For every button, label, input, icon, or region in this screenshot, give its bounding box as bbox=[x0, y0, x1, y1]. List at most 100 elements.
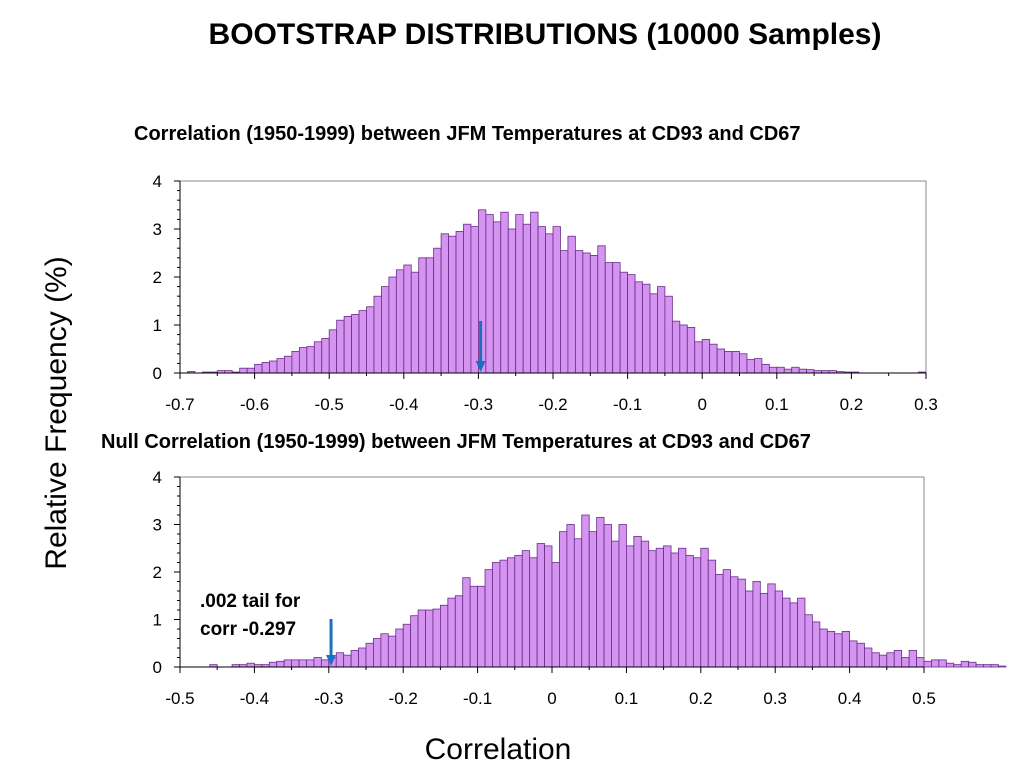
null-bar bbox=[983, 664, 992, 668]
observed-bar bbox=[731, 350, 740, 374]
observed-y-tick-label: 0 bbox=[153, 364, 162, 383]
null-bar bbox=[313, 657, 322, 668]
observed-bar bbox=[515, 214, 524, 374]
observed-bar bbox=[351, 314, 360, 374]
observed-bar bbox=[492, 221, 502, 374]
observed-bar bbox=[373, 295, 382, 374]
null-x-tick-label: 0.1 bbox=[615, 689, 639, 708]
observed-bar bbox=[485, 214, 494, 374]
null-bar bbox=[276, 660, 285, 668]
observed-bar bbox=[507, 228, 517, 374]
observed-bar bbox=[470, 226, 479, 374]
null-bar bbox=[804, 614, 813, 668]
observed-bar bbox=[269, 360, 278, 374]
observed-bar bbox=[783, 368, 793, 374]
null-bar bbox=[893, 649, 903, 668]
observed-bar bbox=[455, 230, 464, 374]
null-bar bbox=[484, 569, 493, 668]
observed-bar bbox=[739, 353, 748, 374]
observed-x-tick-label: -0.3 bbox=[464, 395, 493, 414]
null-bar bbox=[432, 608, 441, 668]
null-bar bbox=[878, 654, 888, 668]
x-axis-label: Correlation bbox=[424, 733, 572, 766]
null-bar bbox=[283, 659, 293, 668]
observed-bar bbox=[791, 366, 800, 374]
observed-bar bbox=[589, 254, 599, 374]
null-bar bbox=[945, 662, 955, 668]
null-bar bbox=[454, 595, 464, 668]
observed-bar bbox=[246, 367, 255, 374]
observed-y-tick-label: 3 bbox=[153, 220, 162, 239]
null-bar bbox=[633, 535, 642, 668]
null-bar bbox=[931, 659, 940, 668]
null-bar bbox=[648, 550, 657, 668]
null-bar bbox=[611, 540, 620, 668]
null-bar bbox=[685, 554, 694, 668]
observed-bar bbox=[530, 211, 539, 374]
null-x-tick-label: 0.3 bbox=[763, 689, 787, 708]
null-bar bbox=[886, 652, 895, 668]
page-title: BOOTSTRAP DISTRIBUTIONS (10000 Samples) bbox=[208, 18, 882, 51]
null-bar bbox=[752, 581, 761, 668]
null-bar bbox=[797, 597, 806, 668]
null-x-tick-label: -0.5 bbox=[165, 689, 194, 708]
null-x-tick-label: 0.4 bbox=[838, 689, 862, 708]
null-bar bbox=[335, 652, 345, 668]
null-bar bbox=[395, 628, 404, 668]
observed-bar bbox=[709, 343, 718, 374]
null-bar bbox=[551, 562, 560, 668]
null-bar bbox=[990, 664, 999, 668]
null-bar bbox=[670, 552, 679, 668]
null-bar bbox=[819, 628, 828, 668]
null-bar bbox=[373, 638, 382, 668]
observed-bar bbox=[388, 276, 397, 374]
observed-bar bbox=[686, 326, 696, 374]
null-bar bbox=[573, 538, 583, 668]
observed-bar bbox=[276, 358, 285, 374]
null-bar bbox=[447, 597, 456, 668]
null-bar bbox=[380, 633, 389, 668]
observed-x-tick-label: -0.5 bbox=[315, 395, 344, 414]
null-bar bbox=[559, 531, 568, 668]
observed-bar bbox=[313, 341, 323, 374]
observed-bar bbox=[604, 262, 614, 374]
observed-bar bbox=[634, 281, 643, 374]
null-bar bbox=[566, 524, 575, 668]
null-bar bbox=[849, 640, 858, 668]
null-bar bbox=[425, 609, 434, 668]
null-bar bbox=[320, 659, 330, 668]
observed-bar bbox=[358, 310, 367, 374]
observed-bar bbox=[552, 226, 561, 374]
null-bar bbox=[581, 514, 590, 668]
observed-bar bbox=[328, 329, 338, 374]
null-bar bbox=[358, 647, 367, 668]
observed-bar bbox=[679, 324, 688, 374]
observed-bar bbox=[425, 257, 435, 374]
observed-bar bbox=[261, 362, 270, 374]
observed-bar bbox=[448, 235, 457, 374]
null-bar bbox=[506, 557, 516, 668]
null-bar bbox=[700, 547, 709, 668]
null-bar bbox=[841, 630, 850, 668]
observed-bar bbox=[463, 223, 472, 374]
null-bar bbox=[365, 642, 374, 668]
observed-x-tick-label: 0 bbox=[697, 395, 706, 414]
null-bar bbox=[439, 604, 449, 668]
observed-y-tick-label: 4 bbox=[153, 172, 162, 191]
null-bar bbox=[462, 577, 471, 668]
observed-x-tick-label: 0.2 bbox=[840, 395, 864, 414]
observed-bar bbox=[306, 346, 315, 374]
observed-bar bbox=[746, 359, 755, 374]
observed-bar bbox=[410, 271, 420, 374]
null-bar bbox=[715, 573, 724, 668]
observed-bar bbox=[567, 235, 576, 374]
observed-bar bbox=[291, 350, 300, 374]
null-bar bbox=[298, 659, 307, 668]
observed-bar bbox=[545, 233, 554, 374]
observed-bar bbox=[768, 366, 778, 374]
null-bar bbox=[350, 649, 359, 668]
null-bar bbox=[834, 633, 843, 668]
observed-bar bbox=[649, 293, 658, 374]
null-bar bbox=[402, 623, 412, 668]
observed-bar bbox=[381, 286, 390, 374]
